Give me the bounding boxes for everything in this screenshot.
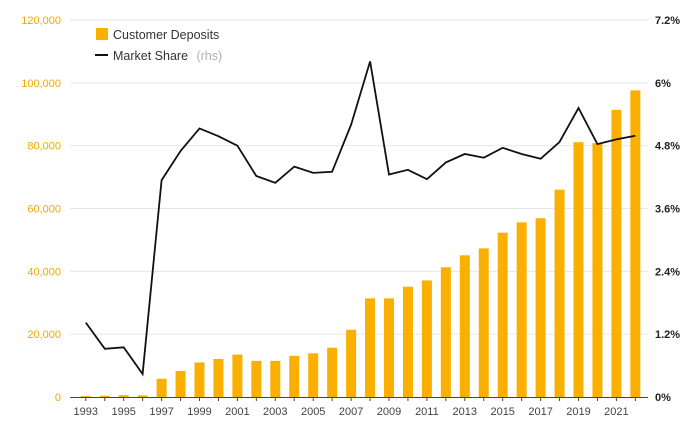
x-tick-label: 2013 (453, 406, 477, 418)
deposit-bar (459, 255, 470, 397)
y2-tick-label: 3.6% (655, 204, 680, 216)
x-axis: 1993 1995 1997 1999 2001 2003 2005 2007 2009 2011… (70, 397, 648, 418)
deposit-bar (402, 286, 413, 397)
deposit-bar (99, 395, 110, 397)
deposit-bar (365, 298, 376, 397)
deposit-bar (289, 355, 300, 397)
y-tick-label: 60,000 (27, 204, 61, 216)
deposit-bar (346, 329, 357, 397)
deposit-bar (611, 109, 622, 397)
x-tick-label: 1995 (111, 406, 135, 418)
x-tick-label: 2001 (225, 406, 249, 418)
deposit-bar (630, 90, 641, 397)
deposit-bar (80, 396, 91, 397)
deposit-bars (80, 90, 641, 397)
x-tick-label: 2015 (490, 406, 514, 418)
y2-tick-label: 2.4% (655, 266, 680, 278)
x-tick-label: 1997 (149, 406, 173, 418)
x-tick-label: 2009 (377, 406, 401, 418)
legend-share-text: Market Share (rhs) (113, 47, 222, 64)
legend: Customer Deposits Market Share (rhs) (95, 28, 222, 64)
deposit-bar (516, 222, 527, 397)
x-tick-label: 2003 (263, 406, 287, 418)
deposit-bar (118, 395, 129, 397)
x-tick-label: 2005 (301, 406, 325, 418)
deposit-bar (270, 360, 281, 397)
legend-share-note: (rhs) (196, 49, 222, 63)
deposit-bar (421, 280, 432, 397)
legend-deposits-swatch (96, 28, 108, 40)
y2-tick-label: 0% (655, 392, 671, 404)
deposit-bar (497, 232, 508, 397)
x-tick-label: 2021 (604, 406, 628, 418)
y-tick-label: 100,000 (21, 78, 61, 90)
deposit-bar (327, 347, 338, 397)
y2-tick-label: 6% (655, 78, 671, 90)
deposit-bar (213, 358, 224, 397)
y-tick-label: 20,000 (27, 329, 61, 341)
deposit-bar (156, 378, 167, 397)
legend-deposits-label: Customer Deposits (113, 28, 219, 42)
deposit-bar (535, 218, 546, 397)
x-tick-label: 2019 (566, 406, 590, 418)
left-axis: 0 20,000 40,000 60,000 80,000 100,000 120,000 (21, 15, 61, 404)
deposit-bar (384, 298, 394, 397)
deposit-bar (308, 353, 319, 397)
deposit-bar (232, 354, 243, 397)
market-share-line (85, 61, 636, 377)
y-tick-label: 40,000 (27, 266, 61, 278)
deposit-bar (554, 189, 565, 397)
y2-tick-label: 1.2% (655, 329, 680, 341)
deposit-bar (175, 370, 186, 397)
legend-share-label: Market Share (113, 49, 188, 63)
y2-tick-label: 4.8% (655, 141, 680, 153)
x-tick-label: 2011 (415, 406, 439, 418)
x-tick-label: 2017 (528, 406, 552, 418)
deposit-bar (251, 360, 262, 397)
y-tick-label: 120,000 (21, 15, 61, 27)
market-share-line-group (85, 61, 636, 377)
deposit-bar (573, 142, 584, 397)
gridlines (70, 19, 648, 335)
x-tick-label: 2007 (339, 406, 363, 418)
y-tick-label: 80,000 (27, 141, 61, 153)
right-axis: 0% 1.2% 2.4% 3.6% 4.8% 6% 7.2% (655, 15, 680, 404)
y-tick-label: 0 (55, 392, 61, 404)
deposit-bar (592, 143, 603, 397)
deposit-bar (194, 362, 205, 397)
deposit-bar (137, 395, 148, 397)
deposit-bar (440, 267, 451, 397)
deposit-bar (478, 248, 489, 397)
x-tick-label: 1999 (187, 406, 211, 418)
y2-tick-label: 7.2% (655, 15, 680, 27)
x-tick-label: 1993 (74, 406, 98, 418)
